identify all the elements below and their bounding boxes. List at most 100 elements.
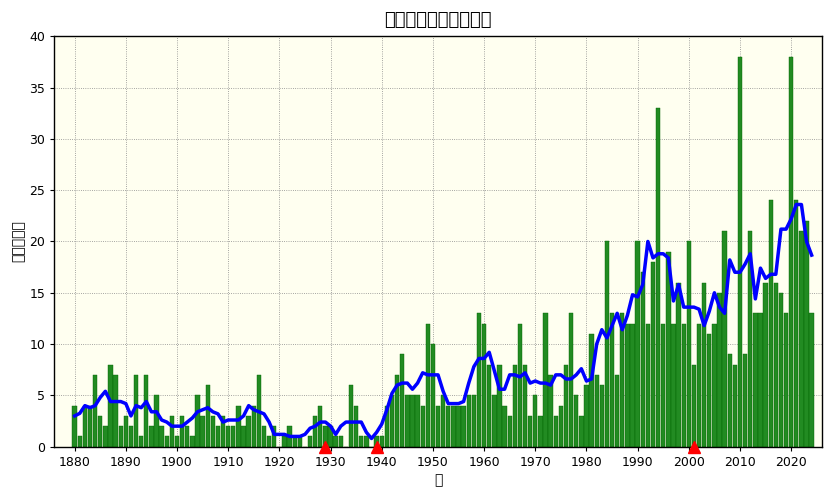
Bar: [129, 426, 133, 447]
Bar: [206, 385, 210, 447]
Bar: [328, 426, 332, 447]
Bar: [446, 406, 451, 447]
Bar: [211, 416, 215, 447]
Bar: [789, 57, 793, 447]
Bar: [641, 272, 645, 447]
Bar: [763, 282, 768, 447]
Title: 新潟の年間熱帯夜日数: 新潟の年間熱帯夜日数: [384, 11, 491, 29]
Bar: [380, 436, 384, 447]
Bar: [727, 355, 732, 447]
Bar: [774, 282, 778, 447]
Bar: [144, 375, 148, 447]
Bar: [216, 426, 220, 447]
Bar: [292, 436, 297, 447]
Bar: [282, 436, 287, 447]
Bar: [717, 293, 721, 447]
Bar: [257, 375, 261, 447]
Bar: [308, 436, 312, 447]
Bar: [738, 57, 742, 447]
Bar: [661, 324, 666, 447]
Bar: [733, 365, 737, 447]
Bar: [287, 426, 292, 447]
Bar: [237, 406, 241, 447]
Bar: [523, 365, 527, 447]
Bar: [631, 324, 635, 447]
Bar: [134, 375, 138, 447]
Bar: [794, 200, 799, 447]
Bar: [411, 395, 415, 447]
Bar: [323, 426, 327, 447]
Bar: [149, 426, 153, 447]
Bar: [375, 436, 379, 447]
Bar: [421, 406, 425, 447]
Bar: [712, 324, 716, 447]
Bar: [395, 375, 399, 447]
Bar: [231, 426, 236, 447]
Bar: [743, 355, 747, 447]
Bar: [195, 395, 200, 447]
Bar: [247, 416, 251, 447]
Bar: [113, 375, 117, 447]
Bar: [165, 436, 169, 447]
Bar: [605, 242, 609, 447]
Bar: [242, 426, 246, 447]
Bar: [646, 324, 650, 447]
Bar: [656, 108, 661, 447]
Bar: [405, 395, 410, 447]
Bar: [722, 231, 727, 447]
Bar: [487, 365, 491, 447]
Bar: [436, 406, 440, 447]
Bar: [201, 416, 205, 447]
Bar: [390, 395, 394, 447]
Bar: [600, 385, 604, 447]
Bar: [528, 416, 532, 447]
Bar: [584, 385, 589, 447]
Bar: [748, 231, 752, 447]
Bar: [431, 344, 435, 447]
Bar: [595, 375, 599, 447]
Bar: [190, 436, 195, 447]
Bar: [98, 416, 102, 447]
Bar: [471, 395, 476, 447]
Bar: [426, 324, 430, 447]
Bar: [559, 406, 563, 447]
Bar: [518, 324, 522, 447]
Bar: [262, 426, 267, 447]
Bar: [666, 251, 671, 447]
Bar: [707, 334, 711, 447]
X-axis label: 年: 年: [434, 473, 442, 487]
Bar: [482, 324, 486, 447]
Bar: [626, 324, 630, 447]
Bar: [87, 406, 92, 447]
Bar: [461, 406, 466, 447]
Bar: [339, 436, 343, 447]
Bar: [620, 313, 625, 447]
Bar: [385, 406, 389, 447]
Bar: [543, 313, 547, 447]
Bar: [548, 375, 553, 447]
Bar: [686, 242, 691, 447]
Bar: [252, 406, 256, 447]
Bar: [364, 436, 368, 447]
Bar: [691, 365, 696, 447]
Bar: [554, 416, 558, 447]
Bar: [799, 231, 804, 447]
Bar: [226, 426, 231, 447]
Bar: [512, 365, 517, 447]
Bar: [108, 365, 112, 447]
Bar: [769, 200, 773, 447]
Bar: [354, 406, 358, 447]
Bar: [82, 406, 87, 447]
Bar: [507, 416, 511, 447]
Bar: [569, 313, 573, 447]
Bar: [615, 375, 620, 447]
Bar: [758, 313, 763, 447]
Bar: [497, 365, 501, 447]
Bar: [123, 416, 128, 447]
Bar: [671, 324, 676, 447]
Bar: [180, 416, 184, 447]
Bar: [93, 375, 97, 447]
Bar: [333, 436, 338, 447]
Bar: [77, 436, 82, 447]
Bar: [170, 416, 174, 447]
